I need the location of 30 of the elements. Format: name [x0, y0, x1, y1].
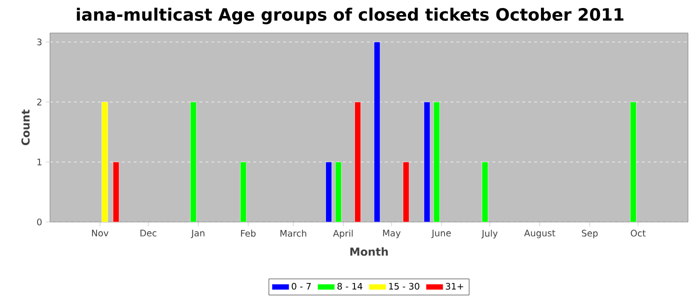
y-tick-label: 3	[37, 38, 42, 46]
x-tick-label: June	[431, 230, 451, 238]
x-tick-label: Feb	[241, 230, 256, 237]
x-tick-label: Nov	[92, 230, 108, 236]
x-tick-label: Sep	[582, 230, 598, 238]
bar	[434, 102, 440, 222]
legend-label: 0 - 7	[292, 282, 311, 290]
y-axis-title: Count	[21, 110, 30, 146]
y-tick-label: 2	[37, 98, 42, 106]
x-tick-label: July	[481, 230, 498, 238]
x-tick-label: Jan	[190, 230, 204, 238]
x-tick-label: Oct	[630, 230, 646, 237]
x-axis-title: Month	[350, 247, 388, 256]
bar	[630, 102, 636, 222]
x-tick-label: May	[383, 230, 401, 238]
x-tick-label: August	[524, 230, 556, 238]
legend-label: 15 - 30	[389, 282, 420, 290]
x-tick-label: March	[280, 230, 306, 237]
chart-title: iana-multicast Age groups of closed tickets October 2011	[76, 8, 624, 24]
bar	[240, 162, 246, 222]
legend-label: 31+	[446, 282, 464, 290]
bar	[335, 162, 342, 222]
bar	[326, 162, 332, 222]
y-tick-label: 1	[38, 158, 42, 166]
bar	[190, 102, 197, 222]
y-tick-label: 0	[37, 218, 42, 226]
bar	[354, 102, 361, 222]
legend-label: 8 - 14	[337, 282, 362, 290]
x-tick-label: Dec	[140, 230, 156, 236]
x-tick-label: April	[333, 230, 353, 238]
